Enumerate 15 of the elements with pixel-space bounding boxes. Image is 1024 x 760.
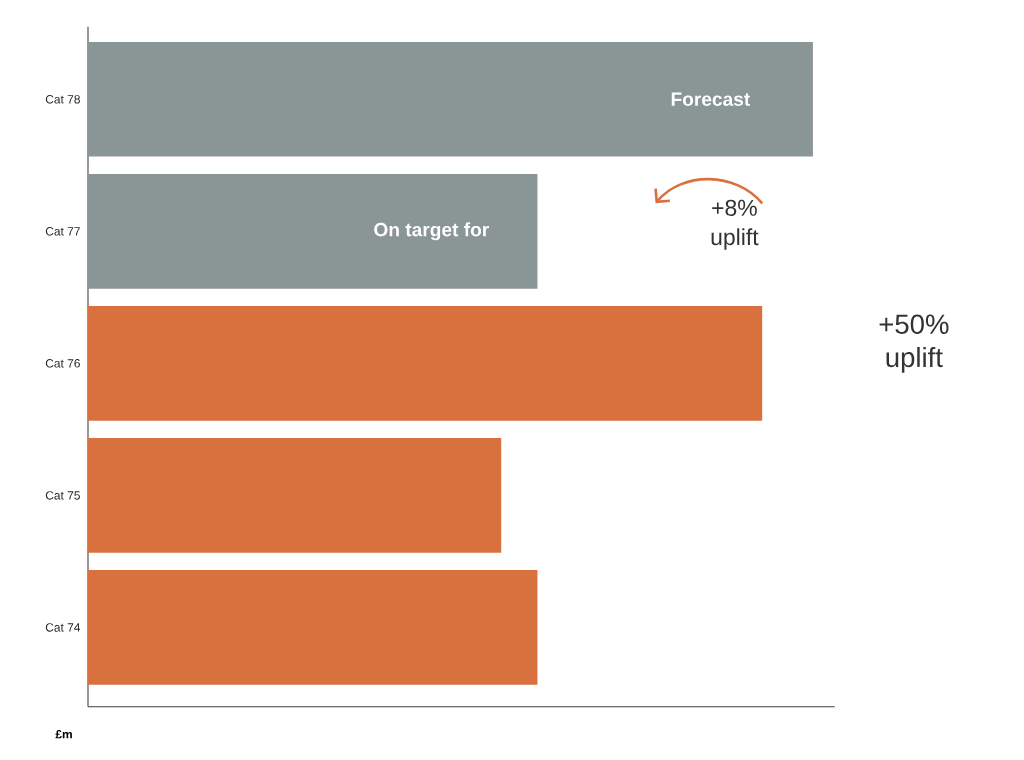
text: +50% uplift (879, 314, 949, 373)
bar (88, 570, 538, 685)
bar (88, 173, 538, 289)
y-tick-label: Cat 76 (45, 359, 80, 368)
annotation: Forecast (671, 92, 750, 106)
annotation: +8% uplift (711, 199, 759, 250)
bar (88, 438, 502, 553)
bar (88, 41, 813, 157)
y-tick-label: Cat 77 (45, 227, 80, 236)
annotation: On target for (374, 222, 489, 241)
y-tick-label: Cat 74 (45, 623, 81, 632)
bar (88, 306, 763, 421)
x-axis-title: £m (55, 730, 72, 739)
y-tick-label: Cat 75 (45, 491, 80, 500)
y-tick-label: Cat 78 (45, 95, 80, 104)
